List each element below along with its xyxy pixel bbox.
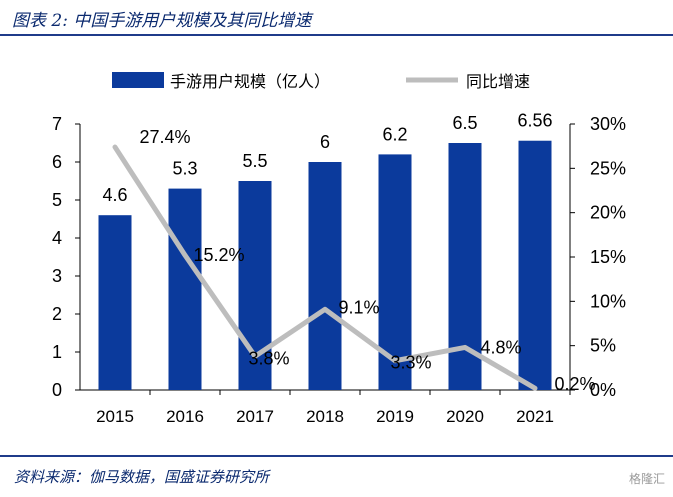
growth-point-label: 3.8% [248,348,289,368]
growth-point-label: 9.1% [338,297,379,317]
left-tick-label: 3 [52,266,62,286]
bar-user-scale [518,140,552,390]
figure-title: 图表 2: 中国手游用户规模及其同比增速 [12,11,312,31]
right-tick-label: 10% [590,291,626,311]
growth-line [112,144,538,391]
x-category-label: 2017 [236,407,274,426]
bottom-rule [0,455,673,457]
legend-label-bar: 手游用户规模（亿人） [170,72,330,91]
bar-value-label: 5.3 [172,159,197,179]
top-rule [0,34,673,36]
bar-value-label: 4.6 [102,185,127,205]
left-tick-label: 7 [52,114,62,134]
figure-header: 图表 2: 中国手游用户规模及其同比增速 [0,0,673,38]
growth-point-label: 3.3% [390,353,431,373]
x-category-label: 2018 [306,407,344,426]
bar-value-label: 6.2 [382,124,407,144]
growth-point-label: 0.2% [554,374,595,394]
legend-swatch-bar [112,72,164,88]
source-note: 资料来源：伽马数据，国盛证券研究所 [14,468,270,486]
left-tick-label: 5 [52,190,62,210]
x-category-label: 2016 [166,407,204,426]
left-tick-label: 0 [52,380,62,400]
left-tick-label: 2 [52,304,62,324]
bar-user-scale [168,188,202,390]
right-tick-label: 0% [590,380,616,400]
bar-value-label: 6 [320,132,330,152]
x-category-label: 2015 [96,407,134,426]
x-category-label: 2020 [446,407,484,426]
growth-point-label: 27.4% [139,127,190,147]
legend-label-line: 同比增速 [466,72,530,91]
x-category-label: 2019 [376,407,414,426]
bar-value-label: 6.5 [452,113,477,133]
right-tick-label: 20% [590,203,626,223]
bar-value-label: 5.5 [242,151,267,171]
right-tick-label: 25% [590,158,626,178]
bar-user-scale [98,215,132,390]
x-category-label: 2021 [516,407,554,426]
bar-value-label: 6.56 [517,111,552,131]
left-tick-label: 1 [52,342,62,362]
bar-user-scale [308,162,342,390]
growth-point-label: 4.8% [480,337,521,357]
combo-chart: 0 1 2 3 4 5 6 7 0% 5% 10% 15% 20% 25% 30% 4.6 2015 5.3 201… [52,72,626,426]
right-tick-label: 15% [590,247,626,267]
left-tick-label: 4 [52,228,62,248]
growth-point-label: 15.2% [193,245,244,265]
right-tick-label: 5% [590,336,616,356]
watermark: 格隆汇 [628,472,665,486]
right-tick-label: 30% [590,114,626,134]
left-tick-label: 6 [52,152,62,172]
